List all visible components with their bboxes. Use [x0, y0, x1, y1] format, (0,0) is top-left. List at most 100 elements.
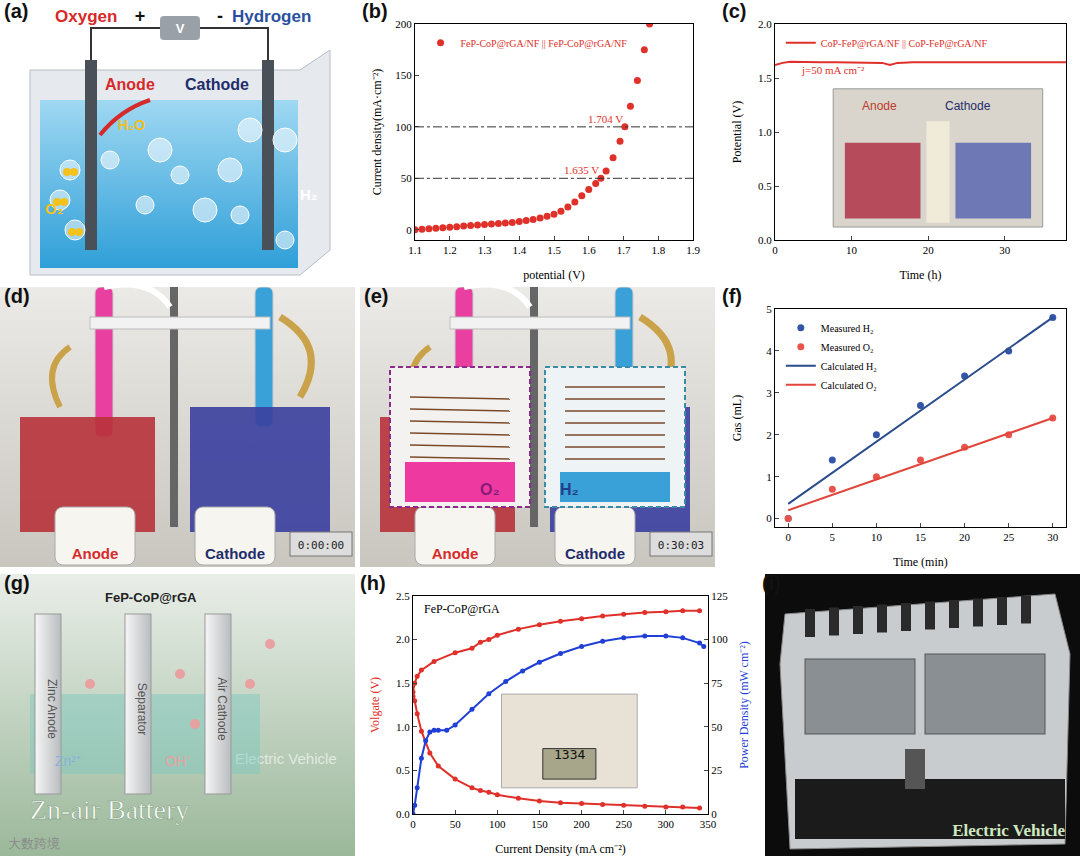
- svg-text:0: 0: [772, 244, 778, 256]
- svg-text:H₂: H₂: [560, 481, 579, 498]
- svg-text:50: 50: [401, 172, 413, 184]
- svg-text:O₂: O₂: [480, 481, 500, 498]
- svg-text:250: 250: [615, 818, 632, 830]
- svg-text:Measured H₂: Measured H₂: [821, 323, 874, 334]
- svg-text:1.0: 1.0: [758, 126, 772, 138]
- svg-text:75: 75: [711, 677, 723, 689]
- svg-text:2.5: 2.5: [396, 590, 410, 602]
- svg-text:Zinc Anode: Zinc Anode: [45, 679, 59, 739]
- svg-text:1.8: 1.8: [651, 244, 665, 256]
- svg-text:20: 20: [959, 531, 971, 543]
- svg-text:1334: 1334: [554, 747, 585, 762]
- svg-text:1.7: 1.7: [617, 244, 631, 256]
- svg-text:O₂: O₂: [45, 200, 63, 217]
- svg-text:150: 150: [531, 818, 548, 830]
- svg-text:0: 0: [766, 512, 772, 524]
- svg-text:Time (min): Time (min): [893, 555, 948, 569]
- svg-text:Anode: Anode: [862, 99, 897, 113]
- svg-text:0: 0: [785, 531, 791, 543]
- svg-text:Cathode: Cathode: [205, 545, 265, 562]
- svg-text:Potential (V): Potential (V): [730, 101, 744, 163]
- svg-text:Anode: Anode: [432, 545, 479, 562]
- svg-text:50: 50: [450, 818, 462, 830]
- svg-text:Volgate (V): Volgate (V): [368, 677, 382, 733]
- svg-text:Current Density (mA cm⁻²): Current Density (mA cm⁻²): [495, 842, 626, 856]
- svg-text:1.4: 1.4: [512, 244, 526, 256]
- svg-text:5: 5: [830, 531, 836, 543]
- svg-text:Calculated H₂: Calculated H₂: [821, 361, 877, 372]
- svg-text:150: 150: [395, 69, 412, 81]
- svg-text:Zn²⁺: Zn²⁺: [55, 753, 81, 769]
- svg-text:1: 1: [766, 471, 772, 483]
- svg-text:1.0: 1.0: [396, 721, 410, 733]
- svg-text:Cathode: Cathode: [565, 545, 625, 562]
- svg-text:10: 10: [846, 244, 858, 256]
- svg-text:0.0: 0.0: [758, 234, 772, 246]
- svg-text:25: 25: [711, 764, 723, 776]
- svg-text:Anode: Anode: [72, 545, 119, 562]
- svg-text:4: 4: [766, 345, 772, 357]
- svg-text:0: 0: [410, 818, 416, 830]
- svg-text:H₂: H₂: [300, 186, 318, 203]
- svg-text:3: 3: [766, 387, 772, 399]
- svg-text:j=50 mA cm⁻²: j=50 mA cm⁻²: [801, 64, 865, 76]
- svg-text:100: 100: [489, 818, 506, 830]
- svg-text:Current density(mA·cm⁻²): Current density(mA·cm⁻²): [370, 69, 384, 196]
- svg-text:15: 15: [915, 531, 927, 543]
- svg-text:potential (V): potential (V): [523, 268, 585, 282]
- svg-text:-: -: [217, 6, 223, 26]
- svg-text:Calculated O₂: Calculated O₂: [821, 380, 877, 391]
- svg-text:0.5: 0.5: [758, 180, 772, 192]
- svg-text:Cathode: Cathode: [185, 76, 249, 93]
- svg-text:30: 30: [1047, 531, 1059, 543]
- svg-text:0: 0: [406, 224, 412, 236]
- svg-text:200: 200: [395, 18, 412, 30]
- svg-text:FeP-CoP@rGA: FeP-CoP@rGA: [105, 590, 197, 605]
- svg-text:0:30:03: 0:30:03: [658, 539, 704, 552]
- svg-text:FeP-CoP@rGA/NF || FeP-CoP@rGA/: FeP-CoP@rGA/NF || FeP-CoP@rGA/NF: [461, 38, 628, 49]
- svg-text:Gas (mL): Gas (mL): [730, 395, 744, 441]
- svg-text:Cathode: Cathode: [945, 99, 991, 113]
- svg-text:Zn-air Battery: Zn-air Battery: [30, 794, 189, 825]
- svg-text:100: 100: [395, 121, 412, 133]
- svg-text:Time (h): Time (h): [900, 268, 942, 282]
- svg-text:Power Density (mW cm⁻²): Power Density (mW cm⁻²): [737, 641, 751, 769]
- svg-text:1.704 V: 1.704 V: [588, 113, 623, 125]
- svg-text:Separator: Separator: [135, 683, 149, 736]
- svg-text:30: 30: [999, 244, 1011, 256]
- svg-text:10: 10: [871, 531, 883, 543]
- svg-text:0.5: 0.5: [396, 764, 410, 776]
- svg-text:Electric Vehicle: Electric Vehicle: [952, 821, 1065, 840]
- svg-text:Measured O₂: Measured O₂: [821, 342, 874, 353]
- svg-text:1.5: 1.5: [547, 244, 561, 256]
- svg-text:V: V: [176, 21, 185, 36]
- svg-text:1.5: 1.5: [758, 72, 772, 84]
- svg-text:Anode: Anode: [105, 76, 155, 93]
- svg-text:2.0: 2.0: [758, 18, 772, 30]
- svg-text:0: 0: [711, 808, 717, 820]
- svg-text:CoP-FeP@rGA/NF || CoP-FeP@rGA/: CoP-FeP@rGA/NF || CoP-FeP@rGA/NF: [821, 38, 988, 49]
- svg-text:OH⁻: OH⁻: [165, 753, 191, 769]
- svg-text:FeP-CoP@rGA: FeP-CoP@rGA: [424, 602, 500, 616]
- svg-text:125: 125: [711, 590, 728, 602]
- svg-text:Oxygen: Oxygen: [55, 7, 117, 26]
- svg-text:50: 50: [711, 721, 723, 733]
- svg-text:1.2: 1.2: [443, 244, 457, 256]
- svg-text:300: 300: [658, 818, 675, 830]
- svg-text:1.5: 1.5: [396, 677, 410, 689]
- svg-text:1.9: 1.9: [686, 244, 700, 256]
- svg-text:20: 20: [923, 244, 935, 256]
- svg-text:5: 5: [766, 303, 772, 315]
- svg-text:+: +: [135, 6, 146, 26]
- svg-text:1.635 V: 1.635 V: [564, 164, 599, 176]
- svg-text:1.3: 1.3: [478, 244, 492, 256]
- svg-text:25: 25: [1003, 531, 1015, 543]
- svg-text:0:00:00: 0:00:00: [298, 539, 344, 552]
- svg-text:大数跨境: 大数跨境: [8, 836, 60, 851]
- svg-text:350: 350: [700, 818, 717, 830]
- svg-text:Air Cathode: Air Cathode: [215, 677, 229, 741]
- svg-text:2: 2: [766, 429, 772, 441]
- svg-text:200: 200: [573, 818, 590, 830]
- svg-text:Hydrogen: Hydrogen: [232, 7, 311, 26]
- svg-text:H₂O: H₂O: [118, 117, 145, 133]
